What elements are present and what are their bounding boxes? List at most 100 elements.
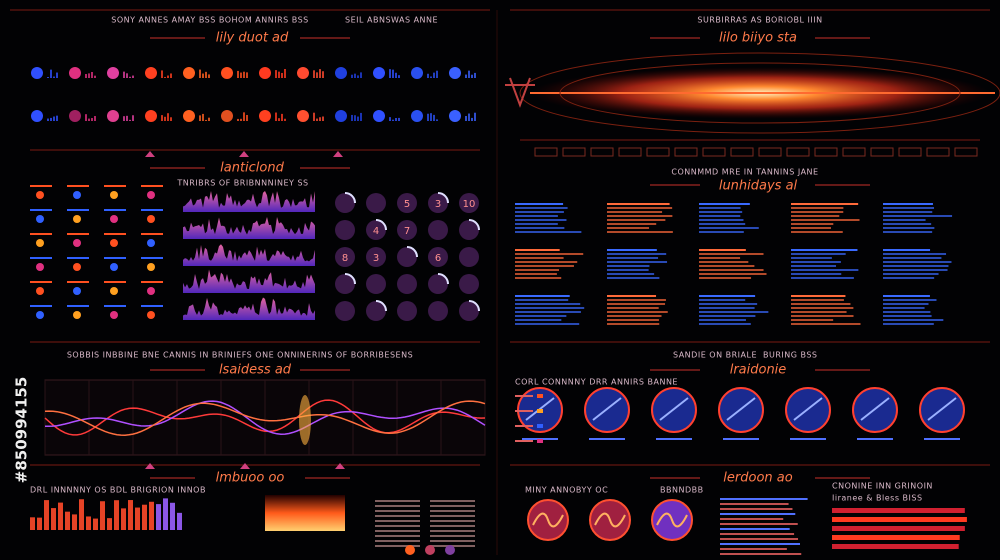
- text-line: [515, 249, 560, 251]
- mini-bar: [56, 72, 58, 78]
- text-line: [791, 299, 844, 301]
- text-line: [515, 303, 581, 305]
- text-line: [375, 545, 420, 547]
- text-line: [720, 548, 787, 550]
- panel-header: MINY ANNOBYY OC: [525, 486, 608, 495]
- dial-number: 3: [435, 199, 441, 210]
- text-line: [607, 219, 666, 221]
- status-dot: [145, 110, 157, 122]
- text-line: [883, 299, 937, 301]
- wave-line: [44, 400, 486, 435]
- bottom-bar: [72, 514, 77, 530]
- dial: [366, 274, 386, 294]
- mini-bar: [313, 70, 315, 78]
- icon-label: [141, 281, 163, 283]
- text-line: [883, 303, 929, 305]
- bottom-bar: [65, 511, 70, 530]
- text-line: [515, 269, 559, 271]
- gauge-needle: [726, 397, 756, 421]
- dial-arc: [344, 192, 356, 204]
- heatmap: [265, 495, 345, 531]
- status-box: [898, 147, 922, 157]
- legend-swatch: [537, 394, 543, 398]
- mini-bar: [202, 113, 204, 121]
- text-line: [883, 223, 932, 225]
- text-line: [883, 307, 925, 309]
- text-line: [607, 303, 666, 305]
- dial: [428, 274, 448, 294]
- mini-bar: [161, 70, 163, 78]
- bottom-bar: [100, 501, 105, 530]
- text-line: [515, 211, 564, 213]
- mini-bar: [94, 116, 96, 121]
- dial: [366, 220, 386, 240]
- text-line: [720, 533, 795, 535]
- text-line: [607, 227, 650, 229]
- status-dot: [221, 110, 233, 122]
- text-line: [515, 257, 564, 259]
- text-line: [699, 307, 755, 309]
- status-box: [926, 147, 950, 157]
- wave-glow: [299, 395, 311, 445]
- text-line: [430, 510, 475, 512]
- icon: [73, 287, 81, 295]
- gauge-needle: [793, 397, 823, 421]
- mini-bar: [237, 118, 239, 121]
- dial: [459, 274, 479, 294]
- watermark-id: #850994155: [13, 377, 31, 484]
- mini-bar: [357, 116, 359, 121]
- mini-bar: [354, 73, 356, 78]
- panel-header: DRL INNNNNY OS BDL BRIGRION INNOB: [30, 486, 206, 495]
- text-line: [515, 253, 584, 255]
- mini-bar: [427, 113, 429, 121]
- mini-bar: [88, 118, 90, 121]
- text-line: [720, 508, 793, 510]
- bottom-bar: [79, 499, 84, 530]
- icon-label: [141, 257, 163, 259]
- text-line: [375, 510, 420, 512]
- icon-label: [30, 257, 52, 259]
- mini-bar: [392, 119, 394, 121]
- text-line: [791, 211, 844, 213]
- orb-wave: [594, 512, 626, 528]
- status-dot: [297, 110, 309, 122]
- text-line: [607, 323, 660, 325]
- text-line: [791, 315, 854, 317]
- text-line: [883, 311, 931, 313]
- dial: [459, 193, 479, 213]
- text-line: [607, 223, 657, 225]
- gauge-label: [924, 438, 960, 440]
- dial-number: 8: [342, 253, 348, 264]
- panel-title: lraidonie: [730, 363, 787, 378]
- panel-subheader: CORL CONNNNY DRR ANNIRS BANNE: [515, 378, 678, 387]
- text-line: [607, 295, 657, 297]
- mini-bar: [246, 114, 248, 121]
- icon: [110, 263, 118, 271]
- legend-swatch: [537, 439, 543, 443]
- text-line: [883, 211, 933, 213]
- text-line: [515, 311, 581, 313]
- status-dot: [145, 67, 157, 79]
- waveform: [183, 297, 315, 320]
- icon: [147, 215, 155, 223]
- mini-bar: [281, 72, 283, 78]
- dial-number: 6: [435, 253, 441, 264]
- dial: [397, 220, 417, 240]
- text-line: [791, 307, 854, 309]
- text-line: [430, 515, 475, 517]
- text-line: [791, 277, 854, 279]
- status-box: [758, 147, 782, 157]
- icon-label: [104, 257, 126, 259]
- text-line: [791, 295, 846, 297]
- status-dot: [31, 67, 43, 79]
- icon: [73, 311, 81, 319]
- icon-label: [30, 209, 52, 211]
- mini-bar: [56, 115, 58, 121]
- chart-header: TNRIBRS OF BRIBNNNINEY SS: [176, 179, 308, 188]
- mini-bar: [126, 115, 128, 121]
- text-line: [883, 227, 935, 229]
- text-line: [720, 518, 784, 520]
- text-line: [607, 207, 673, 209]
- text-line: [699, 269, 764, 271]
- panel-header: SOBBIS INBBINE BNE CANNIS IN BRINIEFS ON…: [67, 351, 413, 360]
